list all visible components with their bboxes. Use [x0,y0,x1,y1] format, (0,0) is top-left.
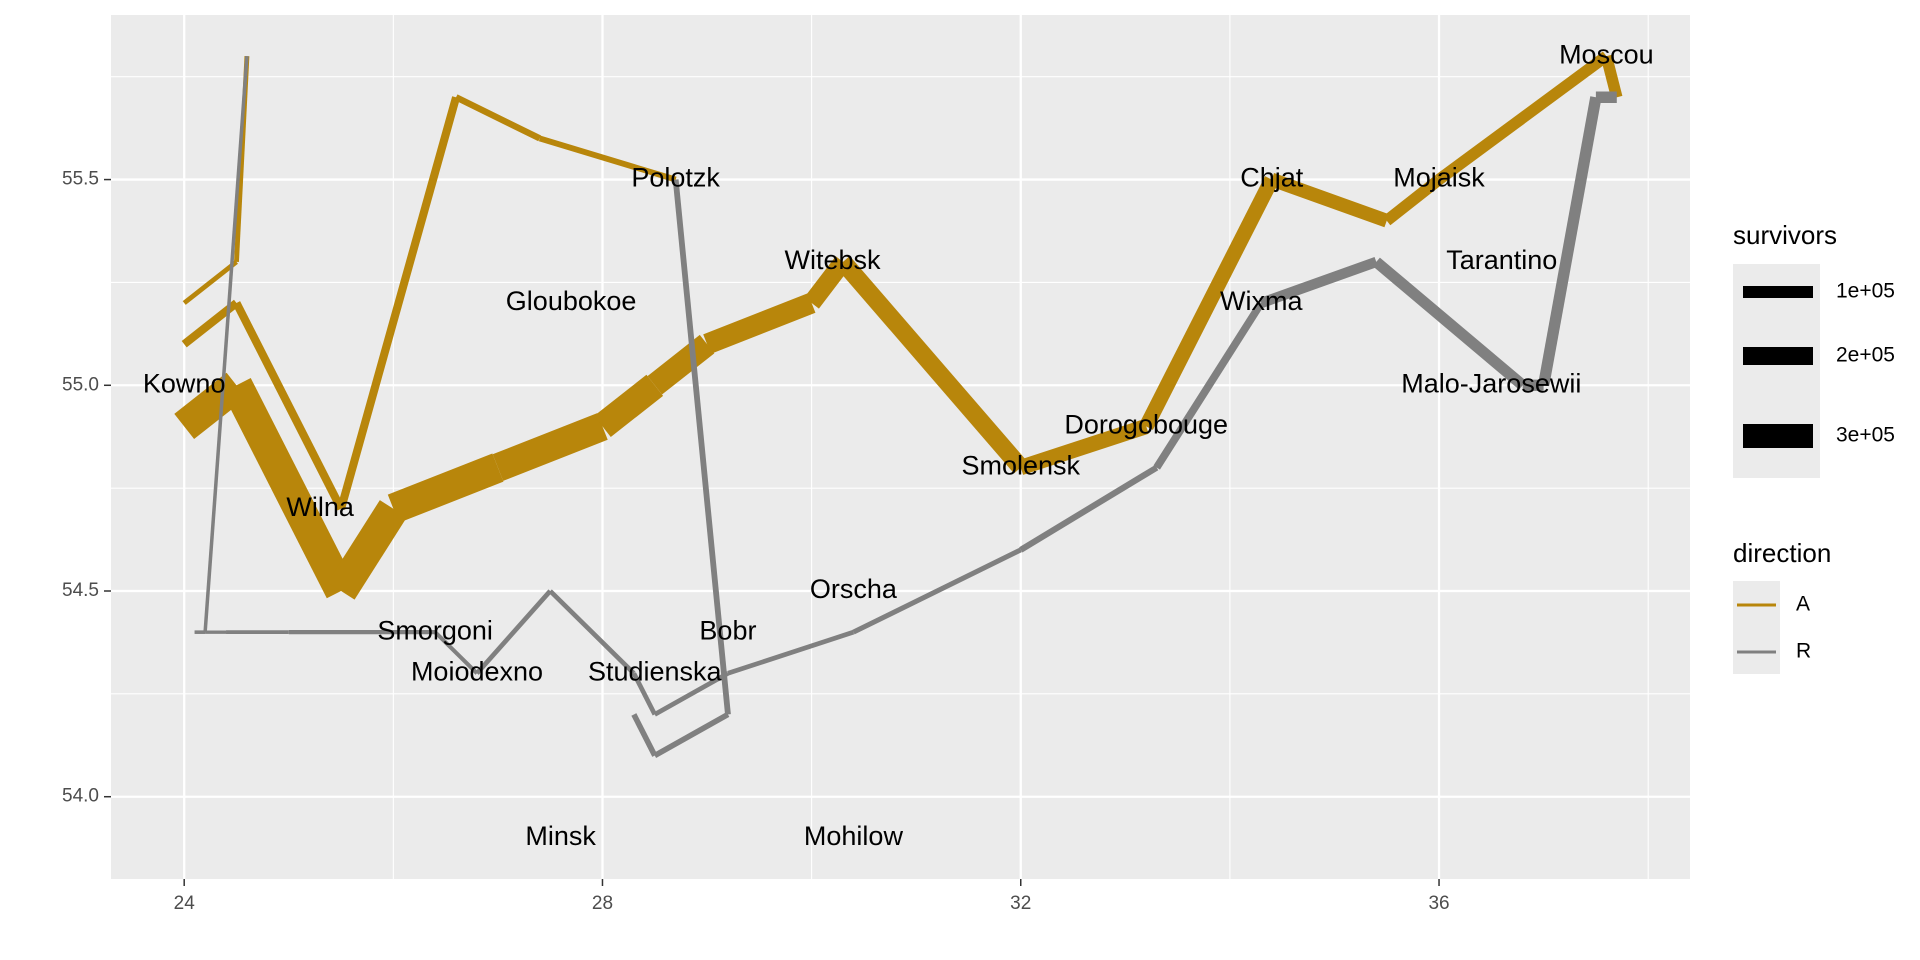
troop-segment-r [852,547,1022,635]
legend-survivors-entries: 1e+05 2e+05 3e+05 [1743,280,1895,449]
panel-background [111,15,1690,879]
x-tick-label: 36 [1428,893,1449,914]
legend-survivors-title: survivors [1733,220,1837,250]
legend-direction-key-background [1733,581,1780,674]
troop-segment-r [1259,256,1379,308]
city-label: Kowno [143,368,226,398]
city-label: Minsk [525,821,596,851]
city-label: Dorogobouge [1064,410,1228,440]
troop-segment-a [454,94,542,142]
troop-segment-a [232,301,345,511]
troop-segment-a [1383,175,1443,226]
city-label: Wixma [1220,286,1303,316]
city-label: Bobr [699,615,756,645]
city-label: Chjat [1240,163,1304,193]
troop-segment-r [653,671,730,717]
city-label: Malo-Jarosewii [1401,368,1581,398]
city-label: Mohilow [804,821,904,851]
troop-segment-a [1435,51,1610,185]
troop-segment-a [387,453,504,523]
city-label: Moiodexno [411,656,543,686]
x-tick-label: 32 [1010,893,1031,914]
troop-segment-a [327,500,407,600]
troop-segment-a [703,293,816,354]
troop-segment-r [631,672,657,716]
troop-paths [174,51,1623,758]
y-tick-label: 54.5 [62,580,99,601]
troop-segment-r [1538,96,1602,387]
legend-direction-label: R [1796,640,1811,663]
legend-direction-title: direction [1733,538,1831,568]
y-tick-label: 55.5 [62,169,99,190]
troop-segment-a [337,96,460,510]
troop-segment-a [1139,176,1279,430]
troop-segment-a [594,374,664,437]
troop-segment-r [727,629,855,676]
city-label: Tarantino [1446,245,1557,275]
city-label: Gloubokoe [506,286,637,316]
x-tick-label: 24 [174,893,196,914]
troop-segment-a [836,255,1028,474]
troop-segment-r [1372,257,1527,390]
troop-segment-r [433,630,479,675]
troop-segment-a [182,259,238,305]
city-labels: Kowno Wilna Smorgoni Moiodexno Gloubokoe Mins… [143,39,1654,851]
city-label: Witebsk [785,245,882,275]
city-label: Studienska [588,656,723,686]
troop-segment-a [222,378,356,599]
grid [111,15,1690,879]
city-label: Mojaisk [1393,163,1485,193]
troop-segment-a [1600,54,1623,99]
city-label: Wilna [286,492,354,522]
troop-segment-r [1153,300,1265,470]
y-tick-label: 55.0 [62,374,99,395]
troop-segment-a [538,135,677,183]
legend-survivors-label: 3e+05 [1836,424,1895,447]
city-label: Smorgoni [377,615,493,645]
troop-segment-r [672,179,731,715]
city-label: Polotzk [631,163,720,193]
troop-segment-r [548,589,636,675]
troop-segment-r [653,712,730,758]
legend-survivors-label: 2e+05 [1836,344,1895,367]
legend-direction-entries: AR [1737,593,1811,663]
troop-segment-a [647,334,715,395]
troop-segment-a [1018,419,1149,475]
troop-segment-r [631,713,658,757]
troop-segment-r [1019,464,1159,553]
troop-segment-a [1269,173,1390,228]
city-label: Moscou [1559,39,1654,69]
city-label: Orscha [810,574,898,604]
troop-segment-r [203,56,249,633]
city-label: Smolensk [961,451,1080,481]
legend-direction-label: A [1796,593,1810,616]
axes: 24 28 32 36 54.0 54.5 55.0 55.5 [62,169,1450,914]
x-tick-label: 28 [592,893,613,914]
legend-survivors-label: 1e+05 [1836,280,1895,303]
troop-segment-a [492,413,608,481]
troop-segment-r [475,589,552,675]
y-tick-label: 54.0 [62,786,99,807]
